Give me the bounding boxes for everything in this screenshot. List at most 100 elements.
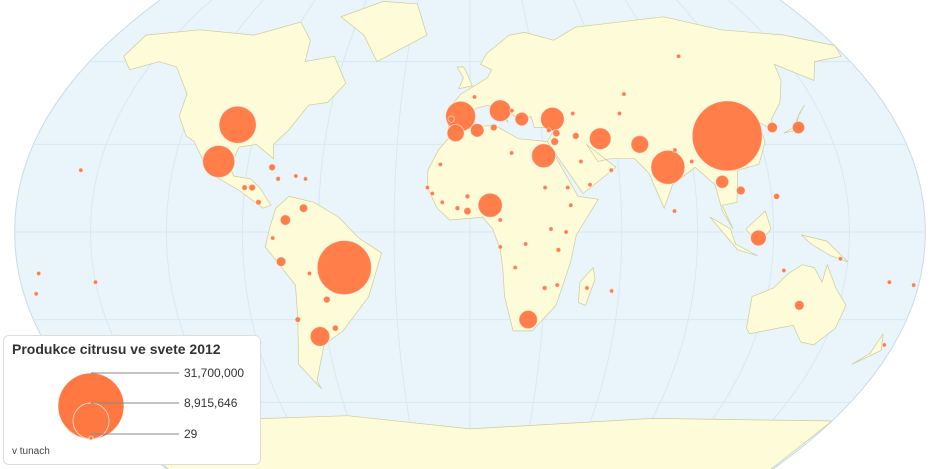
production-bubble: [477, 192, 503, 218]
production-bubble: [570, 110, 576, 117]
production-bubble: [541, 285, 548, 291]
production-bubble: [463, 206, 472, 216]
production-bubble: [691, 100, 763, 172]
production-bubble: [650, 149, 686, 185]
landmass-eurasia: [448, 16, 842, 230]
production-bubble: [92, 279, 99, 285]
production-bubble: [429, 190, 435, 197]
landmass-indonesia: [709, 216, 758, 257]
production-bubble: [881, 342, 887, 348]
legend-bubbles: [57, 372, 179, 441]
production-bubble: [621, 91, 627, 97]
production-bubble: [33, 291, 39, 297]
production-bubble: [471, 94, 478, 100]
legend-min-label: 29: [184, 427, 198, 441]
production-bubble: [202, 144, 236, 179]
production-bubble: [563, 229, 569, 235]
production-bubble: [302, 176, 309, 182]
production-bubble: [218, 105, 257, 144]
production-bubble: [268, 163, 277, 172]
production-bubble: [630, 135, 650, 154]
production-bubble: [469, 123, 485, 138]
production-bubble: [509, 108, 515, 114]
landmass-uk: [456, 66, 473, 90]
production-bubble: [689, 158, 695, 165]
production-bubble: [794, 300, 805, 311]
production-bubble: [248, 183, 257, 192]
production-bubble: [608, 288, 615, 294]
production-bubble: [497, 217, 503, 223]
production-bubble: [275, 176, 282, 182]
production-bubble: [588, 127, 612, 150]
production-bubble: [514, 111, 530, 127]
production-bubble: [497, 244, 503, 250]
production-bubble: [439, 199, 445, 206]
production-bubble: [446, 124, 465, 143]
production-bubble: [545, 127, 552, 134]
production-bubble: [837, 256, 844, 262]
production-bubble: [587, 182, 593, 188]
production-bubble: [309, 326, 331, 347]
production-bubble: [279, 214, 292, 226]
legend: Produkce citrusu ve svete 2012 31,700,00…: [3, 335, 261, 465]
production-bubble: [316, 240, 372, 296]
production-bubble: [735, 185, 746, 196]
production-bubble: [584, 285, 590, 291]
production-bubble: [672, 147, 678, 153]
landmass-africa: [427, 124, 599, 332]
production-bubble: [447, 115, 455, 123]
production-bubble: [715, 174, 730, 189]
legend-bubble-min: [88, 435, 94, 441]
production-bubble: [552, 128, 561, 138]
production-bubble: [571, 132, 580, 140]
production-bubble: [518, 309, 538, 330]
production-bubble: [565, 184, 571, 191]
production-bubble: [675, 53, 682, 59]
production-bubble: [542, 184, 548, 191]
production-bubble: [241, 184, 248, 191]
production-bubble: [508, 150, 515, 156]
legend-mid-label: 8,915,646: [184, 396, 238, 410]
production-bubble: [568, 202, 574, 208]
production-bubble: [616, 110, 623, 117]
legend-unit: v tunach: [12, 446, 50, 457]
production-bubble: [306, 270, 313, 277]
production-bubble: [275, 256, 287, 268]
production-bubble: [550, 137, 560, 147]
landmass-greenland: [340, 1, 428, 63]
legend-title: Produkce citrusu ve svete 2012: [12, 341, 221, 357]
production-bubble: [489, 123, 498, 132]
production-bubble: [298, 203, 309, 213]
production-bubble: [911, 282, 917, 288]
production-bubble: [548, 226, 554, 232]
bubbles: [33, 53, 917, 348]
production-bubble: [78, 167, 84, 173]
production-bubble: [531, 143, 557, 169]
production-bubble: [540, 106, 565, 132]
production-bubble: [36, 270, 42, 277]
production-bubble: [294, 316, 302, 323]
production-bubble: [293, 173, 299, 179]
production-bubble: [886, 279, 893, 285]
production-bubble: [773, 192, 781, 200]
production-bubble: [322, 295, 331, 304]
production-bubble: [424, 184, 431, 191]
production-bubble: [554, 282, 560, 288]
production-bubble: [464, 193, 471, 200]
production-bubble: [255, 199, 262, 206]
production-bubble: [555, 247, 562, 253]
production-bubble: [522, 241, 529, 247]
production-bubble: [750, 229, 767, 247]
production-bubble: [454, 205, 461, 212]
production-bubble: [608, 167, 614, 173]
production-bubble: [270, 235, 276, 241]
production-bubble: [781, 267, 787, 274]
legend-max-label: 31,700,000: [184, 366, 245, 380]
production-bubble: [512, 264, 518, 271]
production-bubble: [437, 161, 444, 168]
landmass-antarctica: [109, 415, 833, 469]
production-bubble: [331, 324, 339, 332]
production-bubble: [671, 208, 678, 214]
production-bubble: [578, 158, 584, 165]
production-bubble: [488, 99, 512, 122]
